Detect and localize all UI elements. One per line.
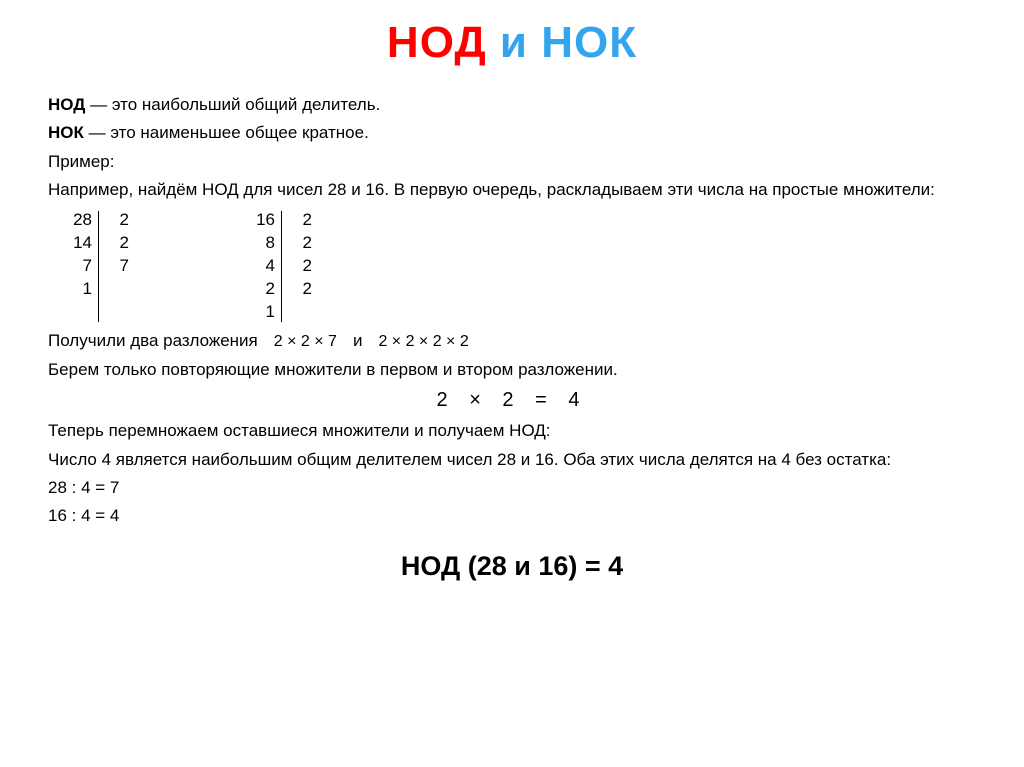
ft2-r0: 2 [282, 209, 318, 232]
ft2-r1: 2 [282, 232, 318, 255]
ft2-r2: 2 [282, 255, 318, 278]
decomp-sep: и [353, 328, 363, 354]
result: НОД (28 и 16) = 4 [48, 546, 976, 588]
ft1-r1: 2 [99, 232, 135, 255]
def-nok-text: — это наименьшее общее кратное. [84, 123, 369, 142]
check-b: 16 : 4 = 4 [48, 503, 976, 529]
decomp-expr2: 2 × 2 × 2 × 2 [378, 330, 468, 357]
ft2-l1: 8 [245, 232, 281, 255]
ft1-l3: 1 [62, 278, 98, 301]
title-nod: НОД [387, 18, 487, 67]
step2: Берем только повторяющие множители в пер… [48, 357, 976, 383]
factor-table-28: 28 14 7 1 2 2 7 [62, 209, 135, 324]
ft2-r3: 2 [282, 278, 318, 301]
page-title: НОД и НОК [48, 18, 976, 68]
ft1-l0: 28 [62, 209, 98, 232]
factor-table-16: 16 8 4 2 1 2 2 2 2 [245, 209, 318, 324]
ft2-l3: 2 [245, 278, 281, 301]
step3: Теперь перемножаем оставшиеся множители … [48, 418, 976, 444]
ft1-l1: 14 [62, 232, 98, 255]
ft1-l2: 7 [62, 255, 98, 278]
check-a: 28 : 4 = 7 [48, 475, 976, 501]
content: НОД — это наибольший общий делитель. НОК… [48, 92, 976, 587]
title-and: и [500, 18, 528, 67]
def-nod: НОД — это наибольший общий делитель. [48, 92, 976, 118]
decomp-lead: Получили два разложения [48, 328, 258, 354]
big-expression: 2 × 2 = 4 [48, 385, 976, 416]
title-nok: НОК [541, 18, 637, 67]
ft1-r0: 2 [99, 209, 135, 232]
ft2-l0: 16 [245, 209, 281, 232]
ft1-r2: 7 [99, 255, 135, 278]
def-nod-text: — это наибольший общий делитель. [85, 95, 380, 114]
decomp-expr1: 2 × 2 × 7 [274, 330, 337, 357]
decomposition-line: Получили два разложения 2 × 2 × 7 и 2 × … [48, 328, 976, 357]
def-nod-term: НОД [48, 95, 85, 114]
example-intro: Например, найдём НОД для чисел 28 и 16. … [48, 177, 976, 203]
ft2-l2: 4 [245, 255, 281, 278]
def-nok: НОК — это наименьшее общее кратное. [48, 120, 976, 146]
ft2-l4: 1 [245, 301, 281, 324]
conclusion: Число 4 является наибольшим общим делите… [48, 447, 976, 473]
def-nok-term: НОК [48, 123, 84, 142]
factor-tables: 28 14 7 1 2 2 7 16 8 4 2 [62, 209, 976, 324]
example-label: Пример: [48, 149, 976, 175]
